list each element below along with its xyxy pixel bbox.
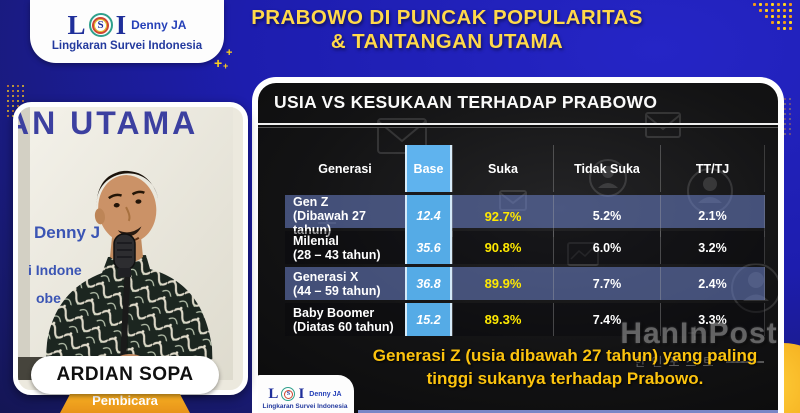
suka-cell: 89.9% <box>452 267 553 300</box>
logo-rings-icon: S <box>281 387 296 401</box>
tidak-suka-cell: 6.0% <box>553 231 660 264</box>
caption-line1: Generasi Z (usia dibawah 27 tahun) yang … <box>372 346 758 365</box>
batik-shirt <box>44 255 213 380</box>
backdrop-text-indonesia: i Indone <box>28 262 82 278</box>
col-header-ttj: TT/TJ <box>660 145 765 192</box>
watermark-korean-text: 한인포스트 <box>634 355 720 369</box>
panel-bottom-line <box>358 410 778 413</box>
backdrop-text-denny: Denny J <box>34 223 100 242</box>
slide-panel: USIA VS KESUKAAN TERHADAP PRABOWO Genera… <box>252 77 784 413</box>
slide-title: USIA VS KESUKAAN TERHADAP PRABOWO <box>274 92 658 112</box>
table-row: Generasi X (44 – 59 tahun) 36.8 89.9% 7.7% 2.… <box>285 267 765 300</box>
speaker-video: AN UTAMA Denny J i Indone obe <box>13 102 248 395</box>
episode-title-line2: & TANTANGAN UTAMA <box>330 30 564 53</box>
survey-table: Generasi Base Suka Tidak Suka TT/TJ Gen … <box>285 145 765 336</box>
sparkle-icon: + + + <box>214 47 233 71</box>
table-row: Baby Boomer (Diatas 60 tahun) 15.2 89.3% 7.4… <box>285 303 765 336</box>
table-row: Milenial (28 – 43 tahun) 35.6 90.8% 6.0% 3.2% <box>285 231 765 264</box>
ttj-cell: 3.3% <box>660 303 765 336</box>
col-header-base: Base <box>405 145 452 192</box>
suka-cell: 89.3% <box>452 303 553 336</box>
tidak-suka-cell: 5.2% <box>553 195 660 237</box>
speaker-role-banner: Pembicara <box>60 391 190 413</box>
backdrop-text-utama: AN UTAMA <box>18 107 198 141</box>
tidak-suka-cell: 7.7% <box>553 267 660 300</box>
lsi-logo-footer: L S I Denny JA Lingkaran Survei Indonesi… <box>258 375 354 413</box>
suka-cell: 90.8% <box>452 231 553 264</box>
caption-line2: tinggi sukanya terhadap Prabowo. <box>426 369 704 388</box>
backdrop-text-obe: obe <box>36 290 61 306</box>
logo-brand: Denny JA <box>131 18 187 32</box>
ttj-cell: 2.4% <box>660 267 765 300</box>
logo-letter-l: L <box>67 9 86 40</box>
ttj-cell: 3.2% <box>660 231 765 264</box>
base-cell: 36.8 <box>405 267 452 300</box>
col-header-generasi: Generasi <box>318 161 372 176</box>
tidak-suka-cell: 7.4% <box>553 303 660 336</box>
corner-dots-decoration <box>753 3 797 35</box>
generation-cell: Milenial (28 – 43 tahun) <box>293 233 381 262</box>
title-divider <box>258 123 778 128</box>
right-dots-decoration <box>784 98 796 178</box>
generation-cell: Baby Boomer (Diatas 60 tahun) <box>293 305 394 334</box>
microphone <box>113 233 136 384</box>
base-cell: 35.6 <box>405 231 452 264</box>
ttj-cell: 2.1% <box>660 195 765 237</box>
logo-subtitle: Lingkaran Survei Indonesia <box>51 39 203 52</box>
suka-cell: 92.7% <box>452 195 553 237</box>
logo-letter-i: I <box>115 9 127 40</box>
slide-caption: Generasi Z (usia dibawah 27 tahun) yang … <box>345 344 778 390</box>
logo-rings-icon: S <box>88 13 113 37</box>
watermark: HanInPost 한인포스트 <box>610 317 778 370</box>
base-cell: 15.2 <box>405 303 452 336</box>
base-cell: 12.4 <box>405 195 452 237</box>
episode-title: PRABOWO DI PUNCAK POPULARITAS & TANTANGA… <box>243 6 651 54</box>
generation-cell: Generasi X (44 – 59 tahun) <box>293 269 381 298</box>
speaker-name: ARDIAN SOPA <box>31 356 219 394</box>
watermark-bar <box>725 360 764 363</box>
col-header-suka: Suka <box>452 145 553 192</box>
table-row: Gen Z (Dibawah 27 tahun) 12.4 92.7% 5.2% 2.1% <box>285 195 765 237</box>
speaker-photo: AN UTAMA Denny J i Indone obe <box>18 107 233 384</box>
col-header-tidak-suka: Tidak Suka <box>553 145 660 192</box>
episode-title-line1: PRABOWO DI PUNCAK POPULARITAS <box>251 6 643 29</box>
watermark-text: HanInPost <box>620 317 778 350</box>
table-header-row: Generasi Base Suka Tidak Suka TT/TJ <box>285 145 765 192</box>
lsi-logo-header: L S I Denny JA Lingkaran Survei Indonesi… <box>30 0 224 63</box>
generation-cell: Gen Z (Dibawah 27 tahun) <box>293 195 366 237</box>
